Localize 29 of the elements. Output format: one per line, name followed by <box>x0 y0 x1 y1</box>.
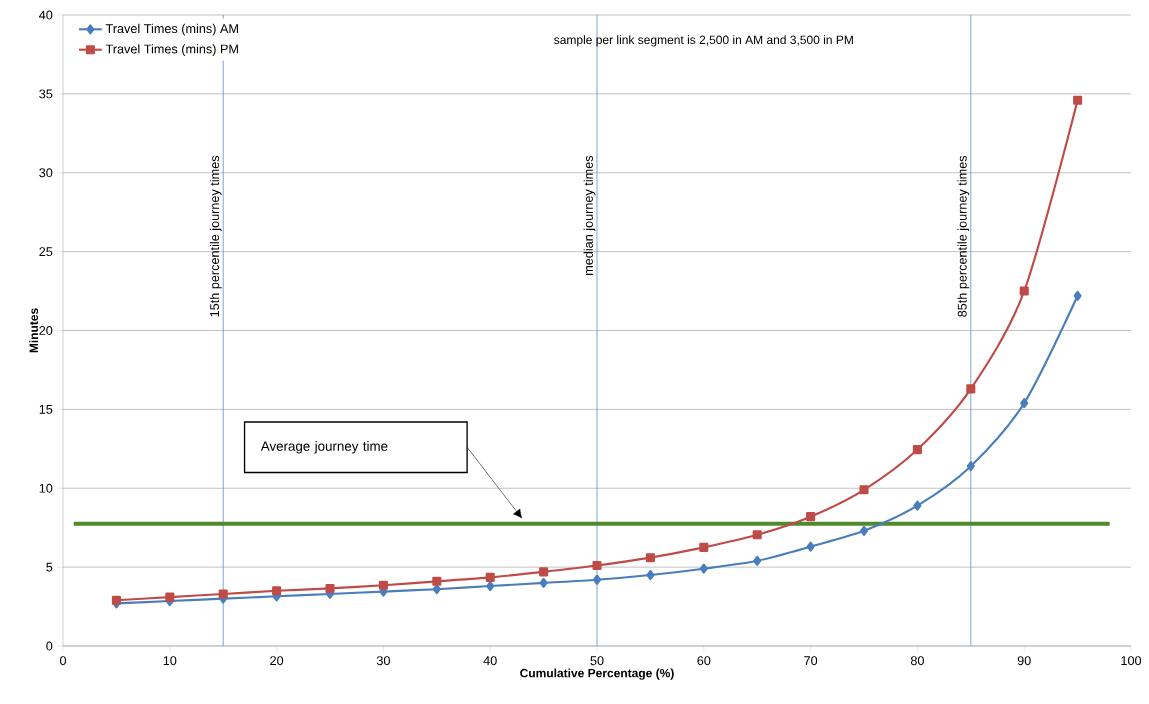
y-tick-label: 15 <box>39 404 53 414</box>
y-tick-label: 30 <box>39 168 53 178</box>
x-tick-label: 60 <box>697 656 711 666</box>
y-tick-label: 20 <box>39 326 53 335</box>
x-tick-label: 50 <box>590 656 604 666</box>
x-tick-label: 80 <box>910 656 924 666</box>
x-tick-label: 100 <box>1121 656 1142 666</box>
y-tick-label: 35 <box>39 89 53 99</box>
x-tick-label: 0 <box>59 656 67 666</box>
legend-label: Travel Times (mins) AM <box>105 23 238 36</box>
y-tick-label: 0 <box>46 641 53 651</box>
x-tick-label: 90 <box>1017 656 1031 666</box>
x-tick-label: 10 <box>163 656 177 666</box>
y-tick-label: 25 <box>39 247 53 257</box>
y-tick-label: 40 <box>39 10 53 20</box>
annotation: Average journey time <box>260 441 388 454</box>
x-tick-label: 30 <box>376 656 390 666</box>
x-tick-label: 40 <box>483 656 497 666</box>
legend-label: Travel Times (mins) PM <box>105 44 238 56</box>
ref-line-label: 85th percentile journey times <box>957 155 970 317</box>
x-axis-title: Cumulative Percentage (%) <box>520 668 674 680</box>
y-tick-label: 10 <box>39 483 53 493</box>
ref-line-label: 15th percentile journey times <box>209 155 222 317</box>
y-axis-title: Minutes <box>29 308 39 353</box>
annotation: sample per link segment is 2,500 in AM and 3,500 in PM <box>554 35 853 47</box>
x-tick-label: 20 <box>270 656 284 666</box>
ref-line-label: median journey times <box>583 155 596 275</box>
x-tick-label: 70 <box>804 656 818 666</box>
y-tick-label: 5 <box>46 562 53 572</box>
